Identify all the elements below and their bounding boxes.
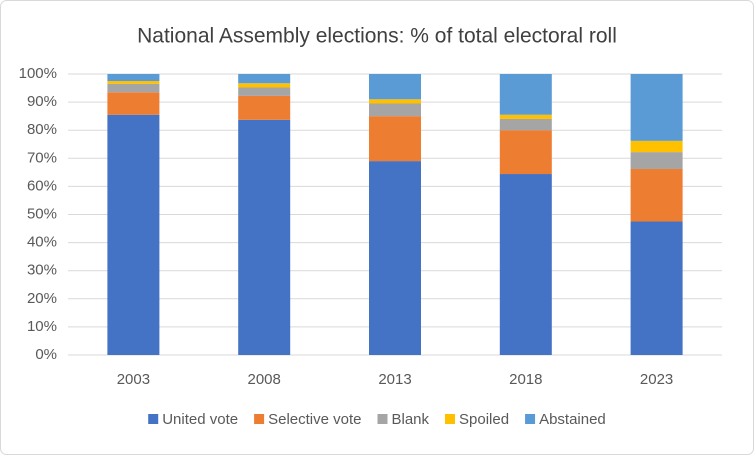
bar-segment [107, 92, 160, 115]
y-tick-label: 60% [27, 177, 57, 194]
bar-segment [238, 74, 291, 84]
legend-label: Spoiled [459, 411, 509, 428]
bar-segment [369, 74, 421, 100]
y-tick-label: 50% [27, 205, 57, 222]
x-tick-label: 2013 [378, 371, 411, 388]
y-tick-label: 90% [27, 93, 57, 110]
legend-label: Blank [391, 411, 429, 428]
bar-segment [630, 74, 683, 141]
bar-segment [107, 74, 160, 82]
bar-segment [107, 81, 160, 84]
y-tick-label: 70% [27, 149, 57, 166]
bar-segment [499, 174, 552, 355]
bar-segment [499, 74, 552, 115]
legend-swatch [377, 414, 388, 424]
bar-segment [369, 99, 421, 104]
bar-segment [630, 221, 683, 355]
x-tick-label: 2008 [248, 371, 281, 388]
bar-segment [238, 83, 291, 88]
y-tick-label: 100% [19, 65, 57, 82]
bar-segment [499, 130, 552, 175]
y-tick-label: 40% [27, 234, 57, 251]
y-tick-label: 10% [27, 318, 57, 335]
x-tick-label: 2003 [117, 371, 150, 388]
y-tick-label: 30% [27, 262, 57, 279]
legend-label: United vote [162, 411, 238, 428]
legend-swatch [148, 414, 159, 424]
y-tick-label: 80% [27, 121, 57, 138]
bar-segment [238, 95, 291, 120]
x-tick-label: 2023 [640, 371, 673, 388]
bar-segment [238, 87, 291, 96]
bar-segment [630, 168, 683, 222]
bar-segment [238, 119, 291, 355]
bar-segment [499, 118, 552, 131]
y-tick-label: 0% [35, 346, 57, 363]
bar-segment [369, 116, 421, 162]
bar-segment [369, 103, 421, 117]
x-tick-label: 2018 [509, 371, 542, 388]
y-tick-label: 20% [27, 290, 57, 307]
bar-segment [630, 140, 683, 153]
bar-segment [369, 161, 421, 355]
legend-swatch [525, 414, 536, 424]
legend-label: Selective vote [268, 411, 361, 428]
chart-title: National Assembly elections: % of total … [137, 25, 617, 48]
bar-segment [107, 114, 160, 356]
bar-segment [107, 83, 160, 93]
legend-swatch [445, 414, 456, 424]
bar-segment [499, 114, 552, 119]
legend-swatch [254, 414, 265, 424]
bar-segment [630, 152, 683, 169]
legend-label: Abstained [539, 411, 606, 428]
